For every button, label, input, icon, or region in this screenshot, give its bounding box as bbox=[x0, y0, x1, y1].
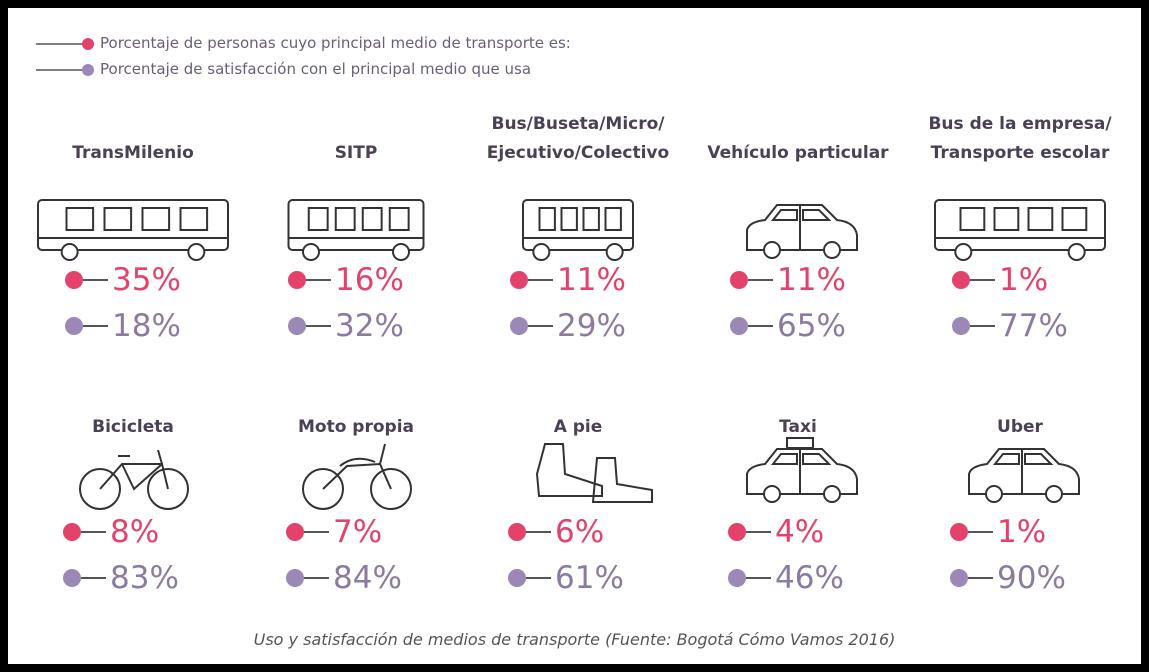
percentage-text: 83% bbox=[110, 560, 179, 596]
item-name: Uber bbox=[909, 413, 1131, 442]
item-name: Bus/Buseta/Micro/Ejecutivo/Colectivo bbox=[467, 110, 689, 168]
item-name: A pie bbox=[467, 413, 689, 442]
percentage-text: 1% bbox=[997, 514, 1047, 550]
percentage-text: 29% bbox=[557, 308, 626, 344]
name-line: Transporte escolar bbox=[930, 143, 1110, 163]
vehicle-icon bbox=[687, 192, 909, 266]
item-name: Vehículo particular bbox=[687, 139, 909, 168]
percentage-satisfaction: 29% bbox=[510, 308, 626, 344]
vehicle-icon bbox=[909, 192, 1131, 266]
name-line: Bicicleta bbox=[92, 417, 174, 437]
percentage-use: 7% bbox=[286, 514, 383, 550]
percentage-text: 18% bbox=[112, 308, 181, 344]
vehicle-icon bbox=[245, 192, 467, 266]
caption: Uso y satisfacción de medios de transpor… bbox=[253, 630, 896, 649]
vehicle-icon bbox=[909, 436, 1131, 510]
name-line: Ejecutivo/Colectivo bbox=[486, 143, 670, 163]
vehicle-icon bbox=[467, 436, 689, 510]
legend-use: Porcentaje de personas cuyo principal me… bbox=[36, 34, 571, 52]
percentage-satisfaction: 32% bbox=[288, 308, 404, 344]
percentage-text: 32% bbox=[335, 308, 404, 344]
percentage-satisfaction: 84% bbox=[286, 560, 402, 596]
percentage-text: 8% bbox=[110, 514, 160, 550]
percentage-text: 46% bbox=[775, 560, 844, 596]
item-name: Taxi bbox=[687, 413, 909, 442]
percentage-use: 11% bbox=[510, 262, 626, 298]
item-name: TransMilenio bbox=[22, 139, 244, 168]
vehicle-icon bbox=[22, 192, 244, 266]
vehicle-icon bbox=[245, 436, 467, 510]
percentage-text: 4% bbox=[775, 514, 825, 550]
percentage-text: 16% bbox=[335, 262, 404, 298]
item-name: SITP bbox=[245, 139, 467, 168]
percentage-satisfaction: 77% bbox=[952, 308, 1068, 344]
name-line: Bus de la empresa/ bbox=[928, 114, 1112, 134]
percentage-use: 6% bbox=[508, 514, 605, 550]
name-line: TransMilenio bbox=[72, 143, 194, 163]
percentage-use: 35% bbox=[65, 262, 181, 298]
name-line: Bus/Buseta/Micro/ bbox=[491, 114, 665, 134]
item-name: Moto propia bbox=[245, 413, 467, 442]
percentage-use: 1% bbox=[950, 514, 1047, 550]
percentage-satisfaction: 46% bbox=[728, 560, 844, 596]
legend-text: Porcentaje de personas cuyo principal me… bbox=[100, 34, 571, 52]
percentage-text: 7% bbox=[333, 514, 383, 550]
percentage-text: 6% bbox=[555, 514, 605, 550]
percentage-satisfaction: 18% bbox=[65, 308, 181, 344]
percentage-use: 4% bbox=[728, 514, 825, 550]
percentage-satisfaction: 61% bbox=[508, 560, 624, 596]
percentage-text: 77% bbox=[999, 308, 1068, 344]
percentage-text: 11% bbox=[557, 262, 626, 298]
percentage-text: 11% bbox=[777, 262, 846, 298]
legend-satisfaction: Porcentaje de satisfacción con el princi… bbox=[36, 60, 531, 78]
percentage-text: 90% bbox=[997, 560, 1066, 596]
percentage-text: 65% bbox=[777, 308, 846, 344]
name-line: Taxi bbox=[779, 417, 817, 437]
percentage-satisfaction: 83% bbox=[63, 560, 179, 596]
name-line: A pie bbox=[553, 417, 603, 437]
percentage-use: 8% bbox=[63, 514, 160, 550]
percentage-text: 35% bbox=[112, 262, 181, 298]
percentage-use: 11% bbox=[730, 262, 846, 298]
percentage-text: 84% bbox=[333, 560, 402, 596]
percentage-satisfaction: 90% bbox=[950, 560, 1066, 596]
name-line: Vehículo particular bbox=[707, 143, 889, 163]
vehicle-icon bbox=[467, 192, 689, 266]
percentage-use: 16% bbox=[288, 262, 404, 298]
name-line: Moto propia bbox=[297, 417, 415, 437]
item-name: Bus de la empresa/Transporte escolar bbox=[909, 110, 1131, 168]
legend-text: Porcentaje de satisfacción con el princi… bbox=[100, 60, 532, 78]
name-line: Uber bbox=[997, 417, 1043, 437]
item-name: Bicicleta bbox=[22, 413, 244, 442]
percentage-text: 61% bbox=[555, 560, 624, 596]
vehicle-icon bbox=[22, 436, 244, 510]
percentage-use: 1% bbox=[952, 262, 1049, 298]
name-line: SITP bbox=[334, 143, 378, 163]
percentage-text: 1% bbox=[999, 262, 1049, 298]
percentage-satisfaction: 65% bbox=[730, 308, 846, 344]
vehicle-icon bbox=[687, 436, 909, 510]
